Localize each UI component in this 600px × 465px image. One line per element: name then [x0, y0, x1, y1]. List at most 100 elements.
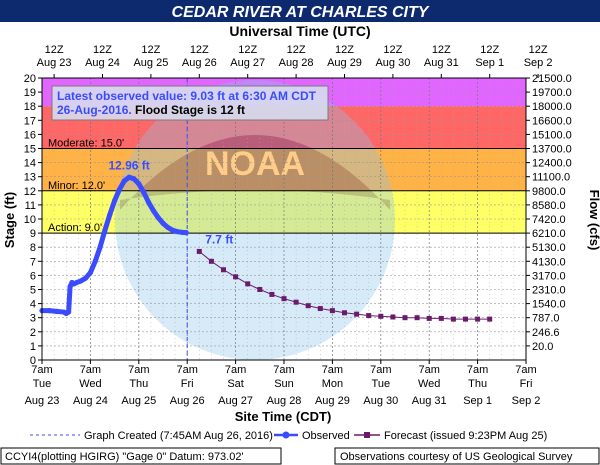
flow-tick-label: 7420.0 [532, 214, 566, 226]
observed-point [145, 199, 152, 205]
stage-label-1: Minor: 12.0' [48, 180, 105, 192]
flow-tick-label: 12400.0 [532, 158, 572, 170]
observed-point [66, 309, 72, 315]
flow-tick-label: 15100.0 [532, 129, 572, 141]
flow-axis: 20.0 246.6 787.0 1540.0 2310.0 3170.0 4130.0 51… [526, 73, 572, 353]
flow-tick-label: 13700.0 [532, 144, 572, 156]
utc-date: Aug 30 [375, 57, 410, 69]
forecast-point [221, 267, 226, 273]
utc-hour: 12Z [238, 44, 257, 56]
local-date: Aug 31 [412, 395, 447, 407]
local-date: Aug 28 [267, 395, 302, 407]
stage-label-2: Moderate: 15.0' [48, 138, 124, 150]
utc-hour: 12Z [287, 44, 306, 56]
observed-point [46, 308, 52, 314]
forecast-point [329, 308, 335, 314]
local-date: Aug 30 [363, 395, 398, 407]
flow-tick-label: 5130.0 [532, 242, 566, 254]
stage-axis-label: Stage (ft) [2, 192, 17, 248]
forecast-point [366, 313, 372, 319]
stage-tick-label: 3 [30, 313, 36, 325]
peak-annotations: 12.96 ft 7.7 ft [108, 158, 233, 246]
utc-hour: 12Z [529, 44, 548, 56]
local-time: 7am [31, 364, 52, 376]
stage-tick-label: 4 [30, 299, 36, 311]
stage-tick-label: 13 [24, 172, 36, 184]
utc-hour: 12Z [383, 44, 402, 56]
forecast-point [269, 291, 275, 297]
annotation-1: 7.7 ft [205, 232, 233, 246]
forecast-point [293, 299, 299, 305]
forecast-point [317, 306, 323, 312]
stage-tick-label: 10 [24, 214, 36, 226]
local-day: Fri [181, 378, 194, 390]
flow-tick-label: 21500.0 [532, 73, 572, 85]
flow-tick-label: 20.0 [532, 341, 553, 353]
bottom-axis-ticks: 7am Tue Aug 23 7am Wed Aug 24 7am Thu Aug 25 7am F… [25, 360, 540, 407]
local-date: Aug 29 [315, 395, 350, 407]
utc-date: Aug 28 [279, 57, 314, 69]
stage-tick-label: 7 [30, 256, 36, 268]
local-time: 7am [225, 364, 246, 376]
legend-observed-label: Observed [302, 430, 350, 442]
utc-hour: 12Z [480, 44, 499, 56]
observed-point [155, 214, 161, 221]
observed-point [174, 229, 181, 235]
utc-hour: 12Z [335, 44, 354, 56]
local-day: Wed [418, 378, 440, 390]
stage-tick-label: 1 [30, 341, 36, 353]
legend-forecast-label: Forecast (issued 9:23PM Aug 25) [384, 430, 547, 442]
flow-tick-label: 4130.0 [532, 256, 566, 268]
stage-label-0: Action: 9.0' [48, 222, 102, 234]
legend: Graph Created (7:45AM Aug 26, 2016) Obse… [30, 430, 547, 442]
local-time: 7am [418, 364, 439, 376]
utc-hour: 12Z [141, 44, 160, 56]
utc-hour: 12Z [45, 44, 64, 56]
forecast-point [233, 274, 239, 280]
flow-tick-label: 2310.0 [532, 285, 566, 297]
local-time: 7am [467, 364, 488, 376]
stage-tick-label: 17 [24, 115, 36, 127]
utc-date: Aug 31 [424, 57, 459, 69]
local-day: Thu [468, 378, 487, 390]
local-date: Aug 25 [121, 395, 156, 407]
utc-date: Aug 26 [182, 57, 217, 69]
local-day: Sun [274, 378, 294, 390]
observed-point [183, 230, 189, 236]
footer-datum: CCYI4(plotting HGIRG) "Gage 0" Datum: 97… [5, 451, 244, 463]
utc-hour: 12Z [432, 44, 451, 56]
local-day: Mon [322, 378, 343, 390]
forecast-point [414, 315, 420, 321]
observed-point [121, 178, 127, 184]
stage-tick-label: 11 [25, 200, 36, 212]
flow-tick-label: 3170.0 [532, 270, 566, 282]
legend-created-label: Graph Created (7:45AM Aug 26, 2016) [84, 430, 273, 442]
flow-tick-label: 16600.0 [532, 115, 572, 127]
observed-point [92, 258, 98, 264]
latest-value-date: 26-Aug-2016. [57, 103, 132, 117]
forecast-point [426, 315, 432, 321]
latest-value-box: Latest observed value: 9.03 ft at 6:30 A… [51, 85, 329, 121]
utc-date: Aug 29 [327, 57, 362, 69]
stage-tick-label: 14 [24, 158, 36, 170]
forecast-point [281, 296, 287, 302]
flow-tick-label: 18000.0 [532, 101, 572, 113]
forecast-point [208, 258, 214, 264]
noaa-seal [115, 80, 395, 360]
observed-point [141, 189, 147, 195]
footer-credit: Observations courtesy of US Geological S… [340, 451, 573, 463]
utc-hour: 12Z [93, 44, 112, 56]
latest-value-line2: 26-Aug-2016. Flood Stage is 12 ft [57, 103, 245, 117]
local-time: 7am [370, 364, 391, 376]
observed-point [53, 308, 60, 314]
local-day: Fri [520, 378, 533, 390]
noaa-seal-text: NOAA [205, 145, 305, 183]
forecast-point [475, 316, 481, 322]
observed-point [150, 207, 156, 214]
observed-point [82, 275, 89, 281]
observed-point [179, 229, 185, 235]
observed-point [126, 174, 132, 180]
utc-date: Sep 2 [524, 57, 553, 69]
